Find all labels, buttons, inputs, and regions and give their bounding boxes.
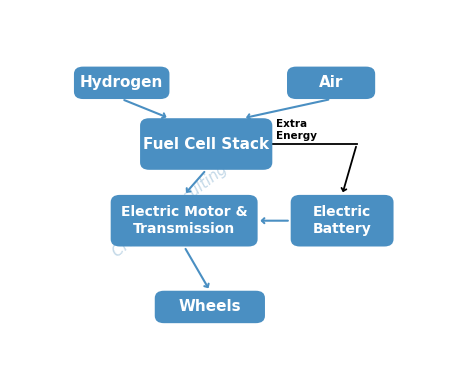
FancyBboxPatch shape [140, 118, 272, 170]
Text: Crankit Consulting: Crankit Consulting [109, 162, 229, 260]
Text: Wheels: Wheels [179, 300, 241, 314]
FancyBboxPatch shape [291, 195, 393, 247]
FancyBboxPatch shape [287, 67, 375, 99]
Text: Electric
Battery: Electric Battery [313, 205, 372, 236]
Text: Hydrogen: Hydrogen [80, 75, 164, 90]
Text: Air: Air [319, 75, 343, 90]
FancyBboxPatch shape [74, 67, 169, 99]
Text: Electric Motor &
Transmission: Electric Motor & Transmission [121, 205, 247, 236]
Text: Extra
Energy: Extra Energy [276, 119, 317, 141]
FancyBboxPatch shape [110, 195, 258, 247]
FancyBboxPatch shape [155, 291, 265, 323]
Text: Fuel Cell Stack: Fuel Cell Stack [143, 136, 269, 152]
